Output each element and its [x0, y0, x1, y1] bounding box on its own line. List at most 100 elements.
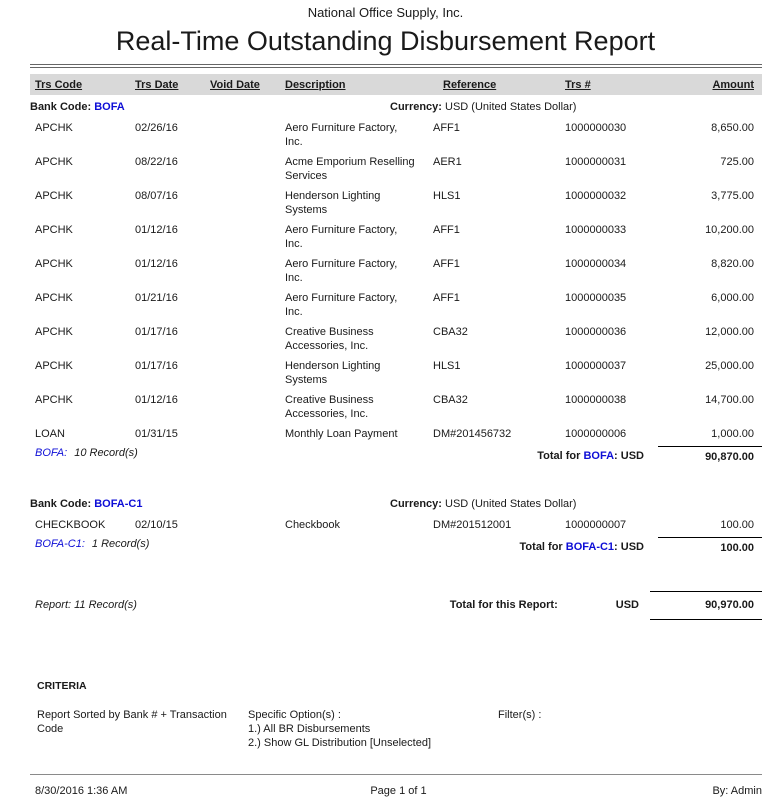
table-row: APCHK 01/17/16 Henderson Lighting Systems H…	[30, 356, 762, 390]
cell-trs-number: 1000000006	[565, 428, 627, 440]
report-total-label: Total for this Report:	[449, 599, 558, 611]
cell-trs-code: LOAN	[35, 428, 65, 440]
cell-trs-code: APCHK	[35, 326, 73, 338]
bank-total-for-text: Total for	[537, 450, 584, 462]
cell-trs-date: 01/12/16	[135, 258, 178, 270]
cell-reference: DM#201512001	[433, 519, 512, 531]
table-row: APCHK 01/12/16 Aero Furniture Factory, Inc…	[30, 220, 762, 254]
cell-void-date	[210, 291, 285, 319]
cell-trs-date: 01/17/16	[135, 360, 178, 372]
cell-trs-date: 08/07/16	[135, 190, 178, 202]
table-row: CHECKBOOK 02/10/15 Checkbook DM#201512001 10…	[30, 515, 762, 535]
specific-options-label: Specific Option(s) :	[248, 709, 341, 721]
cell-amount: 8,820.00	[711, 258, 754, 270]
cell-void-date	[210, 189, 285, 217]
cell-description: Checkbook	[285, 519, 341, 531]
cell-reference: AFF1	[433, 258, 460, 270]
criteria-section: CRITERIA Report Sorted by Bank # + Trans…	[30, 680, 762, 750]
table-row: APCHK 01/12/16 Creative Business Accessori…	[30, 390, 762, 424]
company-name: National Office Supply, Inc.	[307, 5, 464, 20]
bank-record-count-value: 1 Record(s)	[91, 538, 150, 550]
table-row: APCHK 02/26/16 Aero Furniture Factory, Inc…	[30, 118, 762, 152]
cell-void-date	[210, 359, 285, 387]
bank-code-value[interactable]: BOFA-C1	[94, 498, 143, 510]
table-row: APCHK 08/07/16 Henderson Lighting Systems H…	[30, 186, 762, 220]
cell-trs-number: 1000000007	[565, 519, 627, 531]
column-header-reference: Reference	[443, 79, 497, 91]
page-footer: 8/30/2016 1:36 AM Page 1 of 1 By: Admin	[30, 775, 762, 798]
cell-reference: HLS1	[433, 360, 461, 372]
cell-reference: AFF1	[433, 122, 460, 134]
cell-reference: AER1	[433, 156, 462, 168]
column-header-description: Description	[285, 79, 346, 91]
footer-datetime: 8/30/2016 1:36 AM	[35, 785, 128, 797]
cell-reference: CBA32	[433, 394, 468, 406]
cell-trs-date: 01/12/16	[135, 224, 178, 236]
bank-code-label: Bank Code:	[30, 498, 95, 510]
cell-amount: 8,650.00	[711, 122, 754, 134]
specific-option-item: 2.) Show GL Distribution [Unselected]	[248, 737, 432, 749]
cell-amount: 10,200.00	[705, 224, 754, 236]
report-record-count: Report: 11 Record(s)	[35, 599, 137, 611]
currency-value: USD (United States Dollar)	[445, 101, 577, 113]
title-divider	[30, 64, 762, 68]
bank-total-label: Total for BOFA-C1: USD	[520, 537, 644, 555]
cell-reference: AFF1	[433, 292, 460, 304]
bank-record-count-code: BOFA-C1:	[35, 538, 85, 550]
column-header-void-date: Void Date	[210, 79, 260, 91]
column-header-trs-code: Trs Code	[35, 79, 83, 91]
cell-trs-date: 02/10/15	[135, 519, 178, 531]
cell-description: Monthly Loan Payment	[285, 428, 398, 440]
cell-trs-date: 01/21/16	[135, 292, 178, 304]
criteria-heading: CRITERIA	[37, 680, 87, 692]
currency-info: Currency: USD (United States Dollar)	[390, 100, 576, 115]
criteria-filters-label: Filter(s) :	[498, 709, 542, 721]
currency-label: Currency:	[390, 101, 446, 113]
footer-page-number: Page 1 of 1	[370, 785, 427, 797]
column-header-trs-date: Trs Date	[135, 79, 179, 91]
cell-trs-code: APCHK	[35, 122, 73, 134]
bank-code-row: Bank Code: BOFA-C1 Currency: USD (United …	[30, 492, 762, 515]
bank-total-code[interactable]: BOFA-C1	[565, 541, 615, 553]
report-total-row: Report: 11 Record(s) Total for this Repo…	[30, 591, 762, 620]
cell-trs-code: CHECKBOOK	[35, 519, 106, 531]
cell-amount: 6,000.00	[711, 292, 754, 304]
cell-description: Creative Business Accessories, Inc.	[285, 326, 374, 352]
cell-description: Aero Furniture Factory, Inc.	[285, 122, 398, 148]
cell-trs-code: APCHK	[35, 156, 73, 168]
cell-trs-number: 1000000036	[565, 326, 627, 338]
bank-record-count: BOFA-C1: 1 Record(s)	[30, 537, 149, 552]
currency-info: Currency: USD (United States Dollar)	[390, 497, 576, 512]
bank-total-code[interactable]: BOFA	[583, 450, 615, 462]
cell-description: Aero Furniture Factory, Inc.	[285, 258, 398, 284]
page-title: Real-Time Outstanding Disbursement Repor…	[115, 26, 656, 56]
cell-trs-date: 02/26/16	[135, 122, 178, 134]
cell-amount: 1,000.00	[711, 428, 754, 440]
bank-code-value[interactable]: BOFA	[94, 101, 125, 113]
cell-amount: 25,000.00	[705, 360, 754, 372]
criteria-specific-options: Specific Option(s) : 1.) All BR Disburse…	[248, 708, 498, 750]
cell-description: Henderson Lighting Systems	[285, 190, 381, 216]
report-total-amount: 90,970.00	[650, 591, 762, 620]
bank-sections: Bank Code: BOFA Currency: USD (United Sta…	[30, 95, 762, 559]
cell-void-date	[210, 427, 285, 441]
column-header-trs-number: Trs #	[565, 79, 591, 91]
cell-trs-number: 1000000031	[565, 156, 627, 168]
cell-amount: 14,700.00	[705, 394, 754, 406]
bank-total-currency: : USD	[614, 450, 644, 462]
bank-record-count-value: 10 Record(s)	[74, 447, 138, 459]
bank-total-row: BOFA: 10 Record(s) Total for BOFA: USD 90,8…	[30, 444, 762, 468]
bank-record-count: BOFA: 10 Record(s)	[30, 446, 138, 461]
specific-options-list: 1.) All BR Disbursements 2.) Show GL Dist…	[248, 722, 498, 750]
footer-printed-by: By: Admin	[712, 785, 762, 797]
bank-code-label: Bank Code:	[30, 101, 95, 113]
footer-divider	[30, 774, 762, 775]
cell-description: Acme Emporium Reselling Services	[285, 156, 415, 182]
cell-void-date	[210, 257, 285, 285]
cell-void-date	[210, 121, 285, 149]
cell-amount: 3,775.00	[711, 190, 754, 202]
cell-reference: DM#201456732	[433, 428, 512, 440]
cell-trs-number: 1000000030	[565, 122, 627, 134]
cell-void-date	[210, 518, 285, 532]
table-row: APCHK 01/21/16 Aero Furniture Factory, Inc…	[30, 288, 762, 322]
